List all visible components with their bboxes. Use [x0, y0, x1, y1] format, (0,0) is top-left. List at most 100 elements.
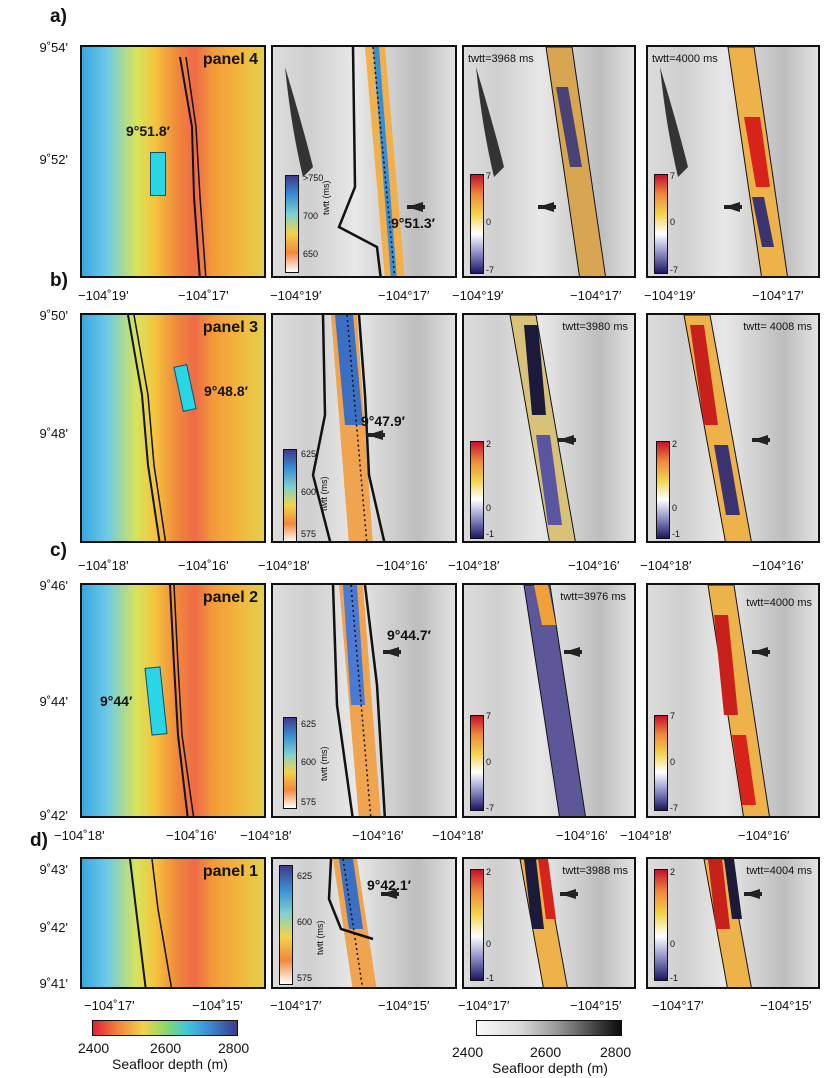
amplitude-strip	[523, 585, 586, 816]
legend-tick: 2600	[150, 1040, 182, 1056]
lat-label: 9˚48'	[39, 426, 68, 441]
cbar-unit: twtt (ms)	[321, 180, 331, 216]
cbar-tick: -7	[486, 265, 495, 275]
lat-label: 9˚46'	[39, 578, 68, 593]
lon-label: −104°18′	[240, 828, 292, 843]
twtt-annotation: 9°42.1′	[367, 877, 411, 893]
panel-label: panel 3	[202, 319, 258, 336]
cbar-tick: -1	[486, 529, 495, 539]
twtt-map-panel-2: 625 600 575 twtt (ms) 9°44.7′	[271, 583, 457, 818]
lon-label: −104°16′	[352, 828, 404, 843]
amplitude-map-2-panel-3: twtt= 4008 ms 2 0 -1	[646, 313, 820, 543]
row-label-d: d)	[30, 830, 48, 851]
twtt-map-panel-3: 625 600 575 twtt (ms) 9°47.9′	[271, 313, 457, 543]
cbar-unit: twtt (ms)	[319, 746, 329, 782]
amplitude-map-2-panel-1: twtt=4004 ms 2 0 -1	[646, 857, 820, 989]
cbar-tick: 7	[670, 711, 676, 721]
row-label-c: c)	[50, 540, 67, 561]
lon-label: −104°17′	[652, 998, 704, 1013]
twtt-colorbar	[283, 449, 297, 541]
cbar-tick: -7	[670, 265, 679, 275]
lon-label: −104°18′	[258, 558, 310, 573]
twtt-strip	[327, 859, 399, 987]
amplitude-colorbar	[656, 441, 670, 539]
cbar-tick: 0	[670, 939, 676, 949]
cbar-tick: 600	[301, 487, 317, 497]
depth-gray-legend-bar	[476, 1020, 622, 1036]
study-area-box	[150, 152, 166, 196]
lon-label: −104°16′	[752, 558, 804, 573]
row-label-b: b)	[50, 270, 68, 291]
depth-annotation: 9°48.8′	[204, 383, 248, 399]
lon-label: −104°18′	[448, 558, 500, 573]
depth-map-panel-4: panel 4 9°51.8′	[80, 45, 266, 278]
cbar-tick: 2	[672, 439, 678, 449]
cbar-tick: 625	[297, 871, 313, 881]
amplitude-map-1-panel-1: twtt=3988 ms 2 0 -1	[462, 857, 636, 989]
lon-label: −104˚17'	[84, 998, 135, 1013]
lon-label: −104°17′	[570, 288, 622, 303]
twtt-strip	[331, 585, 401, 816]
amplitude-strip	[660, 47, 788, 276]
cbar-unit: twtt (ms)	[319, 476, 329, 512]
twtt-label: twtt=4004 ms	[746, 865, 812, 877]
legend-tick: 2400	[452, 1044, 484, 1060]
twtt-label: twtt=3988 ms	[562, 865, 628, 877]
cbar-tick: 625	[301, 719, 317, 729]
panel-label: panel 1	[202, 863, 258, 880]
lon-label: −104°18′	[620, 828, 672, 843]
cbar-tick: 0	[486, 217, 492, 227]
lon-label: −104˚18'	[54, 828, 105, 843]
twtt-annotation: 9°51.3′	[391, 215, 435, 231]
amplitude-map-1-panel-2: twtt=3976 ms 7 0 -7	[462, 583, 636, 818]
lon-label: −104˚16'	[166, 828, 217, 843]
twtt-strip	[285, 47, 425, 276]
lon-label: −104°17′	[378, 288, 430, 303]
twtt-colorbar	[279, 865, 293, 985]
cbar-tick: >750	[303, 173, 324, 183]
twtt-label: twtt=3980 ms	[562, 321, 628, 333]
lat-label: 9˚50'	[39, 308, 68, 323]
twtt-map-panel-4: >750 700 650 twtt (ms) 9°51.3′	[271, 45, 457, 278]
twtt-annotation: 9°47.9′	[361, 413, 405, 429]
fault-lines	[127, 315, 167, 541]
amplitude-map-1-panel-3: twtt=3980 ms 2 0 -1	[462, 313, 636, 543]
legend-title: Seafloor depth (m)	[492, 1060, 608, 1076]
lon-label: −104°16′	[568, 558, 620, 573]
lat-label: 9˚43'	[39, 862, 68, 877]
amplitude-map-1-panel-4: twtt=3968 ms 7 0 -7	[462, 45, 636, 278]
cbar-tick: 2	[670, 867, 676, 877]
cbar-tick: -1	[670, 973, 679, 983]
lon-label: −104°17′	[752, 288, 804, 303]
cbar-tick: 2	[486, 439, 492, 449]
lat-label: 9˚42'	[39, 808, 68, 823]
twtt-map-panel-1: 625 600 575 twtt (ms) 9°42.1′	[271, 857, 457, 989]
cbar-tick: 650	[303, 249, 319, 259]
depth-annotation: 9°51.8′	[126, 123, 170, 139]
lon-label: −104°15′	[570, 998, 622, 1013]
depth-map-panel-3: panel 3 9°48.8′	[80, 313, 266, 543]
lon-label: −104°15′	[760, 998, 812, 1013]
twtt-annotation: 9°44.7′	[387, 627, 431, 643]
amplitude-colorbar	[654, 715, 668, 811]
panel-label: panel 4	[202, 51, 258, 68]
twtt-label: twtt=3968 ms	[468, 53, 534, 65]
amplitude-map-2-panel-4: twtt=4000 ms 7 0 -7	[646, 45, 820, 278]
lat-label: 9˚44'	[39, 694, 68, 709]
cbar-tick: 575	[301, 797, 317, 807]
legend-tick: 2800	[218, 1040, 250, 1056]
panel-label: panel 2	[202, 589, 258, 606]
twtt-label: twtt= 4008 ms	[743, 321, 812, 333]
cbar-tick: 625	[301, 449, 317, 459]
fault-lines	[129, 859, 173, 987]
depth-annotation: 9°44′	[100, 693, 133, 709]
twtt-label: twtt=3976 ms	[560, 591, 626, 603]
cbar-tick: 7	[486, 711, 492, 721]
lon-label: −104°18′	[432, 828, 484, 843]
legend-tick: 2400	[78, 1040, 110, 1056]
lon-label: −104˚15'	[192, 998, 243, 1013]
cbar-tick: 700	[303, 211, 319, 221]
amplitude-strip	[683, 315, 770, 541]
lon-label: −104°15′	[378, 998, 430, 1013]
amplitude-colorbar	[470, 174, 484, 274]
